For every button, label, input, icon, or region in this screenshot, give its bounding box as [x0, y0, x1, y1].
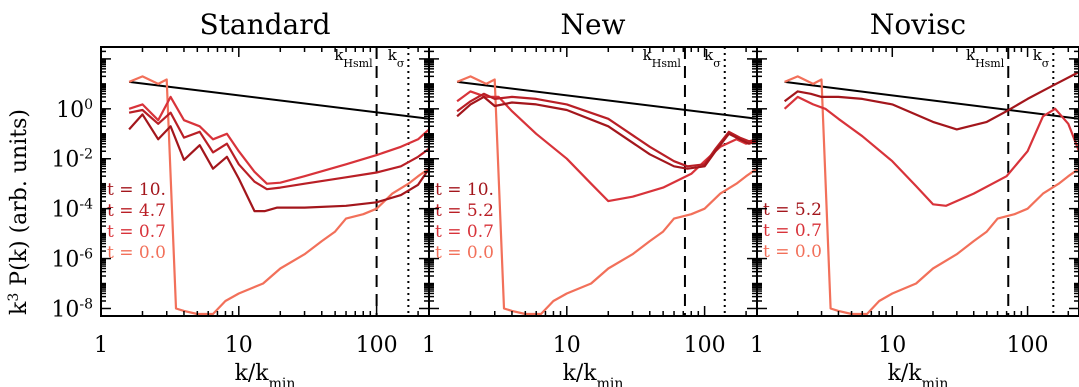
x-tick-label: 1 [422, 333, 436, 358]
legend-entry: t = 10. [435, 180, 494, 200]
y-axis-label: k3 P(k) (arb. units) [6, 109, 32, 315]
series-line-t47 [128, 108, 429, 191]
panel-title: New [560, 8, 625, 41]
series-line-t10 [128, 113, 429, 213]
x-tick-label: 100 [684, 333, 726, 358]
legend-entry: t = 0.0 [107, 243, 166, 263]
legend-entry: t = 10. [107, 180, 166, 200]
series-line-t52 [783, 71, 1079, 131]
series-line-t07 [783, 95, 1079, 207]
legend-entry: t = 5.2 [435, 201, 494, 221]
legend-entry: t = 0.7 [435, 222, 494, 242]
x-tick-label: 100 [356, 333, 398, 358]
series-line-t07 [456, 90, 757, 203]
legend-entry: t = 0.7 [763, 221, 822, 241]
panel-title: Novisc [870, 8, 966, 41]
legend-entry: t = 5.2 [763, 200, 822, 220]
x-axis-label: k/kmin [888, 361, 949, 387]
series-line-t52 [456, 92, 757, 168]
x-tick-label: 10 [225, 333, 253, 358]
y-tick-label: 10-4 [51, 197, 93, 223]
panel-title: Standard [199, 8, 330, 41]
x-tick-label: 10 [878, 333, 906, 358]
x-tick-label: 1 [94, 333, 108, 358]
x-tick-label: 100 [1007, 333, 1049, 358]
guide-label: kσ [1033, 46, 1050, 70]
reference-line [129, 80, 429, 120]
reference-line [784, 80, 1079, 120]
legend-entry: t = 0.0 [763, 242, 822, 262]
x-axis-label: k/kmin [563, 361, 624, 387]
series-line-t10 [456, 95, 757, 170]
guide-label: kσ [704, 46, 721, 70]
y-tick-label: 10-6 [51, 247, 93, 273]
series-line-t07 [128, 95, 429, 185]
x-axis-label: k/kmin [235, 361, 296, 387]
legend-entry: t = 0.0 [435, 243, 494, 263]
y-tick-label: 10-8 [51, 296, 93, 322]
legend-entry: t = 0.7 [107, 222, 166, 242]
series-line-t00 [128, 75, 429, 316]
guide-label: kHsml [334, 46, 373, 70]
reference-line [457, 80, 757, 120]
y-tick-label: 10-2 [51, 147, 93, 173]
legend-entry: t = 4.7 [107, 201, 166, 221]
guide-label: kHsml [643, 46, 682, 70]
guide-label: kHsml [966, 46, 1005, 70]
x-tick-label: 1 [750, 333, 764, 358]
series-line-t00 [456, 75, 757, 316]
series-line-t00 [784, 75, 1079, 316]
guide-label: kσ [388, 46, 405, 70]
y-tick-label: 100 [56, 97, 93, 123]
x-tick-label: 10 [553, 333, 581, 358]
panel-new: New kHsml kσ t = 10.t = 5.2t = 0.7t = 0.0 1 1… [422, 8, 758, 387]
plot-frame [756, 46, 1079, 317]
